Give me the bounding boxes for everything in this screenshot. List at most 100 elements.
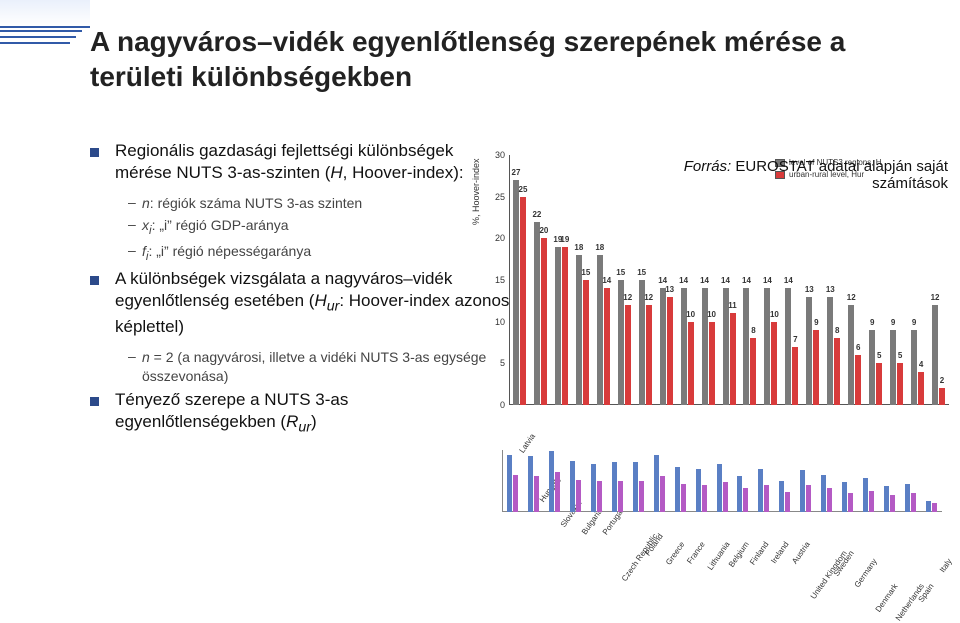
bar-H: 14 — [702, 288, 708, 405]
bar-value-label: 12 — [847, 293, 856, 302]
hoover-index-chart: %, Hoover-index 051015202530 level of NU… — [475, 155, 950, 435]
bar-H: 14 — [785, 288, 791, 405]
bar-value-label: 13 — [665, 285, 674, 294]
small-bar-b — [869, 491, 874, 512]
small-bar-pair — [753, 469, 774, 512]
small-bar-a — [842, 482, 847, 512]
small-bar-b — [534, 476, 539, 512]
x-tick-label: Finland — [748, 540, 770, 567]
bar-pair: 1814Portugal — [593, 255, 614, 405]
small-bar-a — [549, 451, 554, 512]
bar-pair: 1411Belgium — [719, 288, 740, 405]
small-bar-pair — [565, 461, 586, 512]
bar-pair: 122Italy — [928, 305, 949, 405]
small-bar-pair — [816, 475, 837, 512]
bar-H: 14 — [660, 288, 666, 405]
sub-bullet-text: xi: „i” régió GDP-aránya — [142, 216, 510, 238]
small-bar-a — [884, 486, 889, 512]
small-bar-b — [743, 488, 748, 512]
bar-value-label: 15 — [616, 268, 625, 277]
bar-pair: 126Germany — [844, 305, 865, 405]
bar-value-label: 15 — [637, 268, 646, 277]
bar-value-label: 14 — [700, 276, 709, 285]
small-bar-a — [507, 455, 512, 512]
bar-Hur: 8 — [750, 338, 756, 405]
bar-Hur: 2 — [939, 388, 945, 405]
bar-value-label: 5 — [877, 351, 881, 360]
bullet-text: Tényező szerepe a NUTS 3-as egyenlőtlens… — [115, 389, 510, 437]
bar-value-label: 9 — [912, 318, 916, 327]
slide-body: Regionális gazdasági fejlettségi különbs… — [90, 140, 510, 447]
sub-bullet-text: fi: „i” régió népességaránya — [142, 242, 510, 264]
y-tick-label: 0 — [491, 400, 505, 410]
bar-pair: 95Netherlands — [886, 330, 907, 405]
bar-value-label: 14 — [602, 276, 611, 285]
bar-value-label: 18 — [574, 243, 583, 252]
bar-H: 14 — [681, 288, 687, 405]
bar-value-label: 12 — [931, 293, 940, 302]
bar-value-label: 5 — [898, 351, 902, 360]
y-tick-label: 10 — [491, 317, 505, 327]
small-bar-b — [597, 481, 602, 512]
x-tick-label: Denmark — [873, 582, 899, 614]
bar-value-label: 14 — [784, 276, 793, 285]
bullet-square-icon — [90, 276, 99, 285]
bar-value-label: 14 — [742, 276, 751, 285]
bar-pair: 1410Lithuania — [698, 288, 719, 405]
dash-icon: – — [128, 242, 142, 258]
bar-value-label: 10 — [707, 310, 716, 319]
small-bar-a — [612, 462, 617, 512]
bullet-square-icon — [90, 148, 99, 157]
bullet-item: Regionális gazdasági fejlettségi különbs… — [90, 140, 510, 184]
bar-Hur: 4 — [918, 372, 924, 405]
small-bar-b — [806, 485, 811, 512]
small-bar-b — [576, 480, 581, 512]
small-bar-pair — [607, 462, 628, 512]
small-bar-pair — [649, 455, 670, 512]
bar-value-label: 8 — [835, 326, 839, 335]
bar-pair: 1512Poland — [635, 280, 656, 405]
bar-H: 27 — [513, 180, 519, 405]
bar-value-label: 13 — [826, 285, 835, 294]
x-tick-label: Greece — [664, 540, 686, 567]
bar-value-label: 20 — [539, 226, 548, 235]
small-bar-a — [591, 464, 596, 512]
bar-Hur: 15 — [583, 280, 589, 405]
small-bar-b — [555, 472, 560, 512]
small-bar-pair — [774, 481, 795, 512]
bar-value-label: 22 — [532, 210, 541, 219]
small-bar-b — [827, 488, 832, 512]
y-tick-label: 20 — [491, 233, 505, 243]
bar-value-label: 10 — [770, 310, 779, 319]
small-bar-b — [513, 475, 518, 512]
bar-value-label: 7 — [793, 335, 797, 344]
y-tick-label: 30 — [491, 150, 505, 160]
small-bar-pair — [670, 467, 691, 512]
bar-pair: 2725Latvia — [509, 180, 530, 405]
chart-source: Forrás: EUROSTAT adatai alapján saját sz… — [684, 158, 948, 192]
x-tick-label: Ireland — [769, 540, 790, 565]
bar-Hur: 14 — [604, 288, 610, 405]
small-bar-b — [639, 481, 644, 512]
slide-title: A nagyváros–vidék egyenlőtlenség szerepé… — [90, 24, 930, 94]
bullet-item: A különbségek vizsgálata a nagyváros–vid… — [90, 268, 510, 338]
small-bar-pair — [523, 456, 544, 512]
bar-Hur: 11 — [730, 313, 736, 405]
chart-bars: 2725Latvia2220Hungary1919Slovakia1815Bul… — [509, 155, 949, 405]
small-bar-b — [681, 484, 686, 512]
small-chart-bars — [502, 450, 942, 512]
bar-value-label: 10 — [686, 310, 695, 319]
bar-value-label: 18 — [595, 243, 604, 252]
bar-H: 9 — [890, 330, 896, 405]
small-bar-b — [723, 482, 728, 512]
bar-Hur: 7 — [792, 347, 798, 405]
bar-value-label: 12 — [623, 293, 632, 302]
bar-Hur: 5 — [897, 363, 903, 405]
bar-H: 13 — [827, 297, 833, 405]
bar-pair: 1919Slovakia — [551, 247, 572, 405]
bar-H: 13 — [806, 297, 812, 405]
bar-value-label: 9 — [870, 318, 874, 327]
small-bar-pair — [544, 451, 565, 512]
small-bar-a — [570, 461, 575, 512]
bar-value-label: 13 — [805, 285, 814, 294]
